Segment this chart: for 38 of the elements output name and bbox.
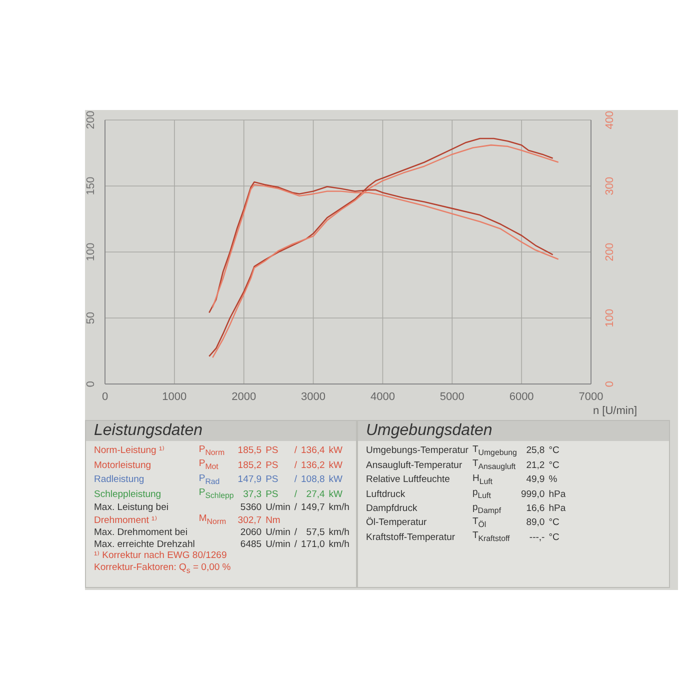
y-tick-label: 0	[85, 380, 97, 388]
text: Leistungsdaten	[86, 421, 356, 441]
y-tick-label: 50	[85, 312, 97, 324]
text: Max. erreichte Drehzahl 6485 U/min / 171,0 km/h	[94, 538, 350, 550]
text: Drehmoment ¹⁾ M$_{Norm}$ 302,7 Nm	[94, 513, 280, 526]
y-tick-label: 200	[85, 110, 97, 130]
x-tick-label: 4000	[370, 390, 395, 403]
text: Norm-Leistung ¹⁾ P$_{Norm}$ 185,5 PS / 136,4 kW	[94, 444, 343, 457]
y2-tick-label: 100	[604, 308, 616, 328]
x-axis-title: n [U/min]	[593, 405, 638, 417]
text: Luftdruck p$_{Luft}$ 999,0 hPa	[366, 487, 566, 500]
x-tick-label: 3000	[301, 390, 326, 403]
text: Schleppleistung P$_{Schlepp}$ 37,3 PS / 27,4 kW	[94, 487, 343, 500]
text: Radleistung P$_{Rad}$ 147,9 PS / 108,8 kW	[94, 472, 343, 486]
y-tick-label: 100	[85, 242, 97, 262]
text: Max. Leistung bei 5360 U/min / 149,7 km/h	[94, 502, 350, 513]
text: Dampfdruck p$_{Dampf}$ 16,6 hPa	[366, 502, 566, 514]
text: Korrektur-Faktoren: Q$_{s}$ = 0,00 %	[93, 562, 232, 576]
text: ¹⁾ Korrektur nach EWG 80/1269	[93, 550, 228, 562]
x-tick-label: 2000	[232, 390, 256, 403]
y2-tick-label: 0	[604, 380, 616, 388]
x-tick-label: 1000	[162, 390, 187, 403]
x-tick-label: 6000	[509, 390, 534, 403]
x-tick-label: 0	[102, 390, 108, 403]
text: Öl-Temperatur T$_{Öl}$ 89,0 °C	[366, 516, 560, 529]
text: Motorleistung P$_{Mot}$ 185,2 PS / 136,2 kW	[94, 458, 343, 472]
x-tick-label: 7000	[578, 390, 604, 403]
text: Kraftstoff-Temperatur T$_{Kraftstoff}$ ---,- °C	[366, 530, 560, 544]
y2-tick-label: 400	[604, 110, 616, 130]
text: Umgebungsdaten	[358, 421, 669, 441]
x-tick-label: 5000	[440, 390, 464, 403]
y2-tick-label: 300	[604, 176, 616, 196]
text: Umgebungs-Temperatur T$_{Umgebung}$ 25,8 °C	[365, 444, 560, 458]
text: Ansaugluft-Temperatur T$_{Ansaugluft}$ 21,2 °C	[366, 458, 560, 472]
y2-tick-label: 200	[604, 242, 616, 262]
text: Relative Luftfeuchte H$_{Luft}$ 49,9 %	[366, 472, 558, 486]
y-tick-label: 150	[85, 176, 97, 196]
text: Max. Drehmoment bei 2060 U/min / 57,5 km/h	[94, 527, 350, 538]
